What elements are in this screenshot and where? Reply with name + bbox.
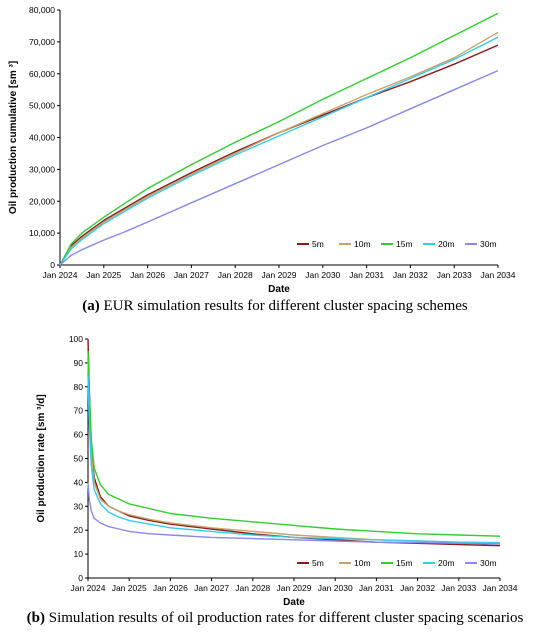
series-line-30m <box>59 69 499 266</box>
y-tick-label: 50,000 <box>29 101 55 111</box>
x-tick-label: Jan 2024 <box>71 583 106 593</box>
legend-label-10m: 10m <box>354 558 371 568</box>
y-tick-label: 40 <box>74 477 84 487</box>
y-tick-label: 90 <box>74 358 84 368</box>
series-line-15m <box>87 350 501 537</box>
caption-eur: (a) EUR simulation results for different… <box>0 298 550 315</box>
caption-text: EUR simulation results for different clu… <box>99 298 468 314</box>
legend-label-30m: 30m <box>480 239 497 249</box>
x-tick-label: Jan 2031 <box>359 583 394 593</box>
x-tick-label: Jan 2026 <box>130 270 165 280</box>
x-tick-label: Jan 2027 <box>194 583 229 593</box>
y-tick-label: 0 <box>78 573 83 583</box>
y-tick-label: 0 <box>50 260 55 270</box>
x-tick-label: Jan 2033 <box>441 583 476 593</box>
y-tick-label: 60,000 <box>29 69 55 79</box>
x-tick-label: Jan 2032 <box>393 270 428 280</box>
y-tick-label: 40,000 <box>29 133 55 143</box>
y-tick-label: 80,000 <box>29 5 55 15</box>
series-line-20m <box>87 374 501 544</box>
y-axis-title: Oil production cumulative [sm ³] <box>8 61 19 214</box>
caption-rate: (b) Simulation results of oil production… <box>0 610 550 627</box>
x-axis-title: Date <box>268 284 290 295</box>
x-tick-label: Jan 2033 <box>437 270 472 280</box>
series-line-5m <box>87 338 501 547</box>
y-tick-label: 30 <box>74 501 84 511</box>
x-tick-label: Jan 2032 <box>400 583 435 593</box>
x-tick-label: Jan 2028 <box>218 270 253 280</box>
x-tick-label: Jan 2030 <box>318 583 353 593</box>
series-line-20m <box>59 36 499 266</box>
caption-tag: (b) <box>26 610 45 626</box>
y-tick-label: 100 <box>69 334 83 344</box>
x-axis-title: Date <box>283 597 305 608</box>
series-line-30m <box>87 482 501 545</box>
y-tick-label: 80 <box>74 382 84 392</box>
y-tick-label: 60 <box>74 430 84 440</box>
y-tick-label: 20,000 <box>29 196 55 206</box>
eur-chart: 0 10,000 20,000 30,000 40,000 50,000 60,000 70,… <box>8 5 516 295</box>
x-tick-label: Jan 2027 <box>174 270 209 280</box>
y-tick-label: 20 <box>74 525 84 535</box>
series-line-10m <box>59 31 499 266</box>
x-tick-label: Jan 2025 <box>86 270 121 280</box>
y-tick-label: 70 <box>74 406 84 416</box>
legend-label-5m: 5m <box>312 239 324 249</box>
x-tick-label: Jan 2028 <box>235 583 270 593</box>
x-tick-label: Jan 2026 <box>153 583 188 593</box>
series-line-5m <box>59 44 499 266</box>
chart-panel-eur: 0 10,000 20,000 30,000 40,000 50,000 60,000 70,… <box>8 5 516 295</box>
y-tick-label: 30,000 <box>29 164 55 174</box>
series-line-15m <box>59 12 499 266</box>
x-tick-label: Jan 2034 <box>481 270 516 280</box>
chart-panel-rate: 0 10 20 30 40 50 60 70 80 90 100 Jan 2024 Jan 2025 Ja… <box>0 322 550 636</box>
legend-label-20m: 20m <box>438 239 455 249</box>
legend-label-20m: 20m <box>438 558 455 568</box>
x-tick-label: Jan 2024 <box>43 270 78 280</box>
legend-label-15m: 15m <box>396 558 413 568</box>
rate-chart: 0 10 20 30 40 50 60 70 80 90 100 Jan 2024 Jan 2025 Ja… <box>36 334 518 608</box>
y-tick-label: 10 <box>74 549 84 559</box>
caption-tag: (a) <box>82 298 100 314</box>
x-tick-label: Jan 2030 <box>305 270 340 280</box>
x-tick-label: Jan 2025 <box>112 583 147 593</box>
y-axis-title: Oil production rate [sm ³/d] <box>36 394 47 522</box>
legend-label-5m: 5m <box>312 558 324 568</box>
x-tick-label: Jan 2031 <box>349 270 384 280</box>
series-line-10m <box>87 358 501 544</box>
x-tick-label: Jan 2034 <box>483 583 518 593</box>
legend-label-10m: 10m <box>354 239 371 249</box>
legend-label-15m: 15m <box>396 239 413 249</box>
caption-text: Simulation results of oil production rat… <box>44 610 524 626</box>
y-tick-label: 10,000 <box>29 228 55 238</box>
x-tick-label: Jan 2029 <box>262 270 297 280</box>
y-tick-label: 50 <box>74 454 84 464</box>
legend-label-30m: 30m <box>480 558 497 568</box>
x-tick-label: Jan 2029 <box>277 583 312 593</box>
y-tick-label: 70,000 <box>29 37 55 47</box>
